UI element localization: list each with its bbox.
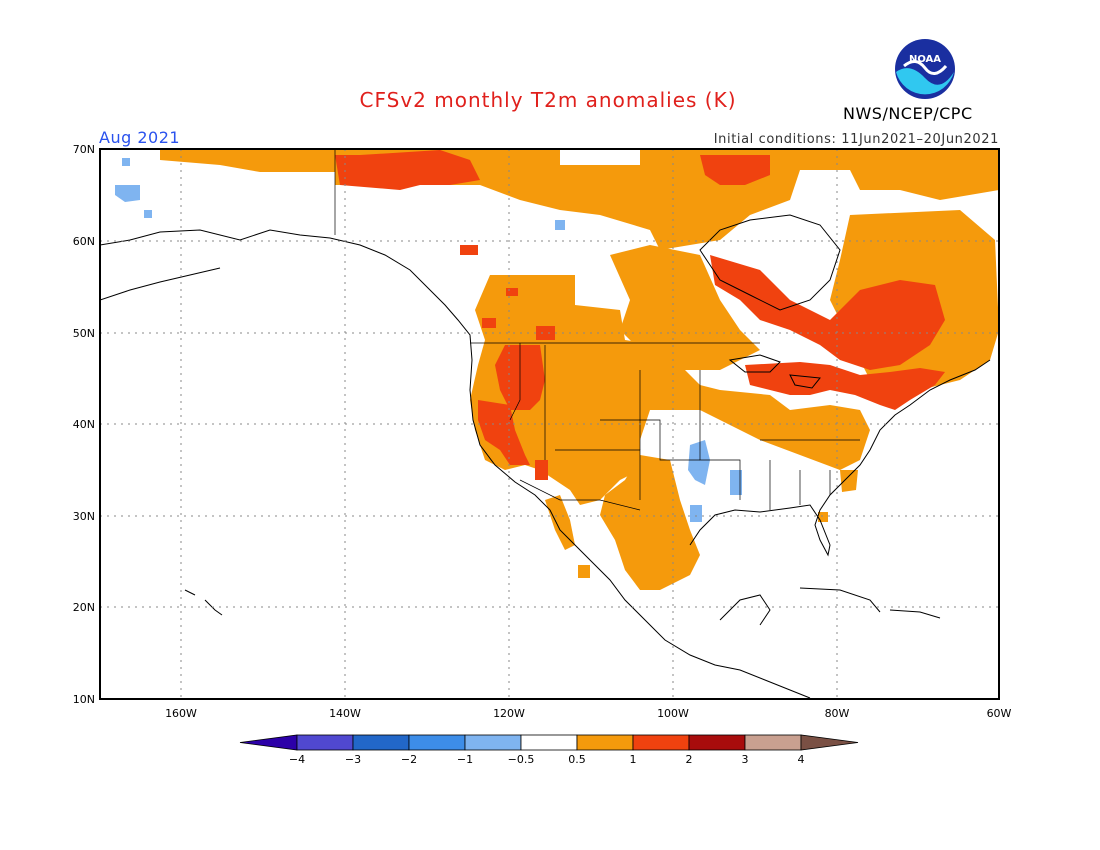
initial-conditions: Initial conditions: 11Jun2021–20Jun2021 [713,132,999,147]
longitude-labels: 160W 140W 120W 100W 80W 60W [165,707,1011,720]
colorbar-tick-label: 0.5 [568,753,586,766]
colorbar-tick-label: −4 [289,753,305,766]
colorbar-tick-label: −1 [457,753,473,766]
svg-text:NOAA: NOAA [909,54,941,65]
colorbar-tick-label: 3 [742,753,749,766]
lat-label: 20N [73,601,95,614]
valid-month: Aug 2021 [99,128,181,147]
colorbar-tick-label: −0.5 [508,753,535,766]
coastlines [100,214,991,699]
lon-label: 60W [987,707,1012,720]
colorbar-tick-label: 4 [798,753,805,766]
colorbar-low-arrow [239,734,298,751]
colorbar-swatch [688,734,746,751]
lat-label: 10N [73,693,95,706]
graticule [100,149,999,699]
lon-label: 100W [657,707,689,720]
lat-label: 60N [73,235,95,248]
map-frame [99,148,1000,700]
colorbar-tick-label: −3 [345,753,361,766]
colorbar-swatch [464,734,522,751]
colorbar-tick-label: −2 [401,753,417,766]
lon-label: 120W [493,707,525,720]
lat-label: 70N [73,143,95,156]
lon-label: 140W [329,707,361,720]
chart-title: CFSv2 monthly T2m anomalies (K) [359,88,737,112]
lat-label: 30N [73,510,95,523]
colorbar-swatch [352,734,410,751]
colorbar-swatch [744,734,802,751]
colorbar-swatch [576,734,634,751]
lat-label: 50N [73,327,95,340]
colorbar-high-arrow [800,734,859,751]
lat-label: 40N [73,418,95,431]
colorbar-tick-label: 2 [686,753,693,766]
colorbar-swatch [408,734,466,751]
political-borders [334,150,860,511]
colorbar-tick-label: 1 [630,753,637,766]
colorbar-swatch [632,734,690,751]
latitude-labels: 70N 60N 50N 40N 30N 20N 10N [73,143,95,706]
organization-label: NWS/NCEP/CPC [843,104,973,123]
noaa-logo: NOAA [895,39,955,99]
lon-label: 160W [165,707,197,720]
colorbar-swatch [296,734,354,751]
colorbar-swatch [520,734,578,751]
colorbar: −4 −3 −2 −1 −0.5 0.5 1 2 3 4 [239,734,859,766]
lon-label: 80W [825,707,850,720]
